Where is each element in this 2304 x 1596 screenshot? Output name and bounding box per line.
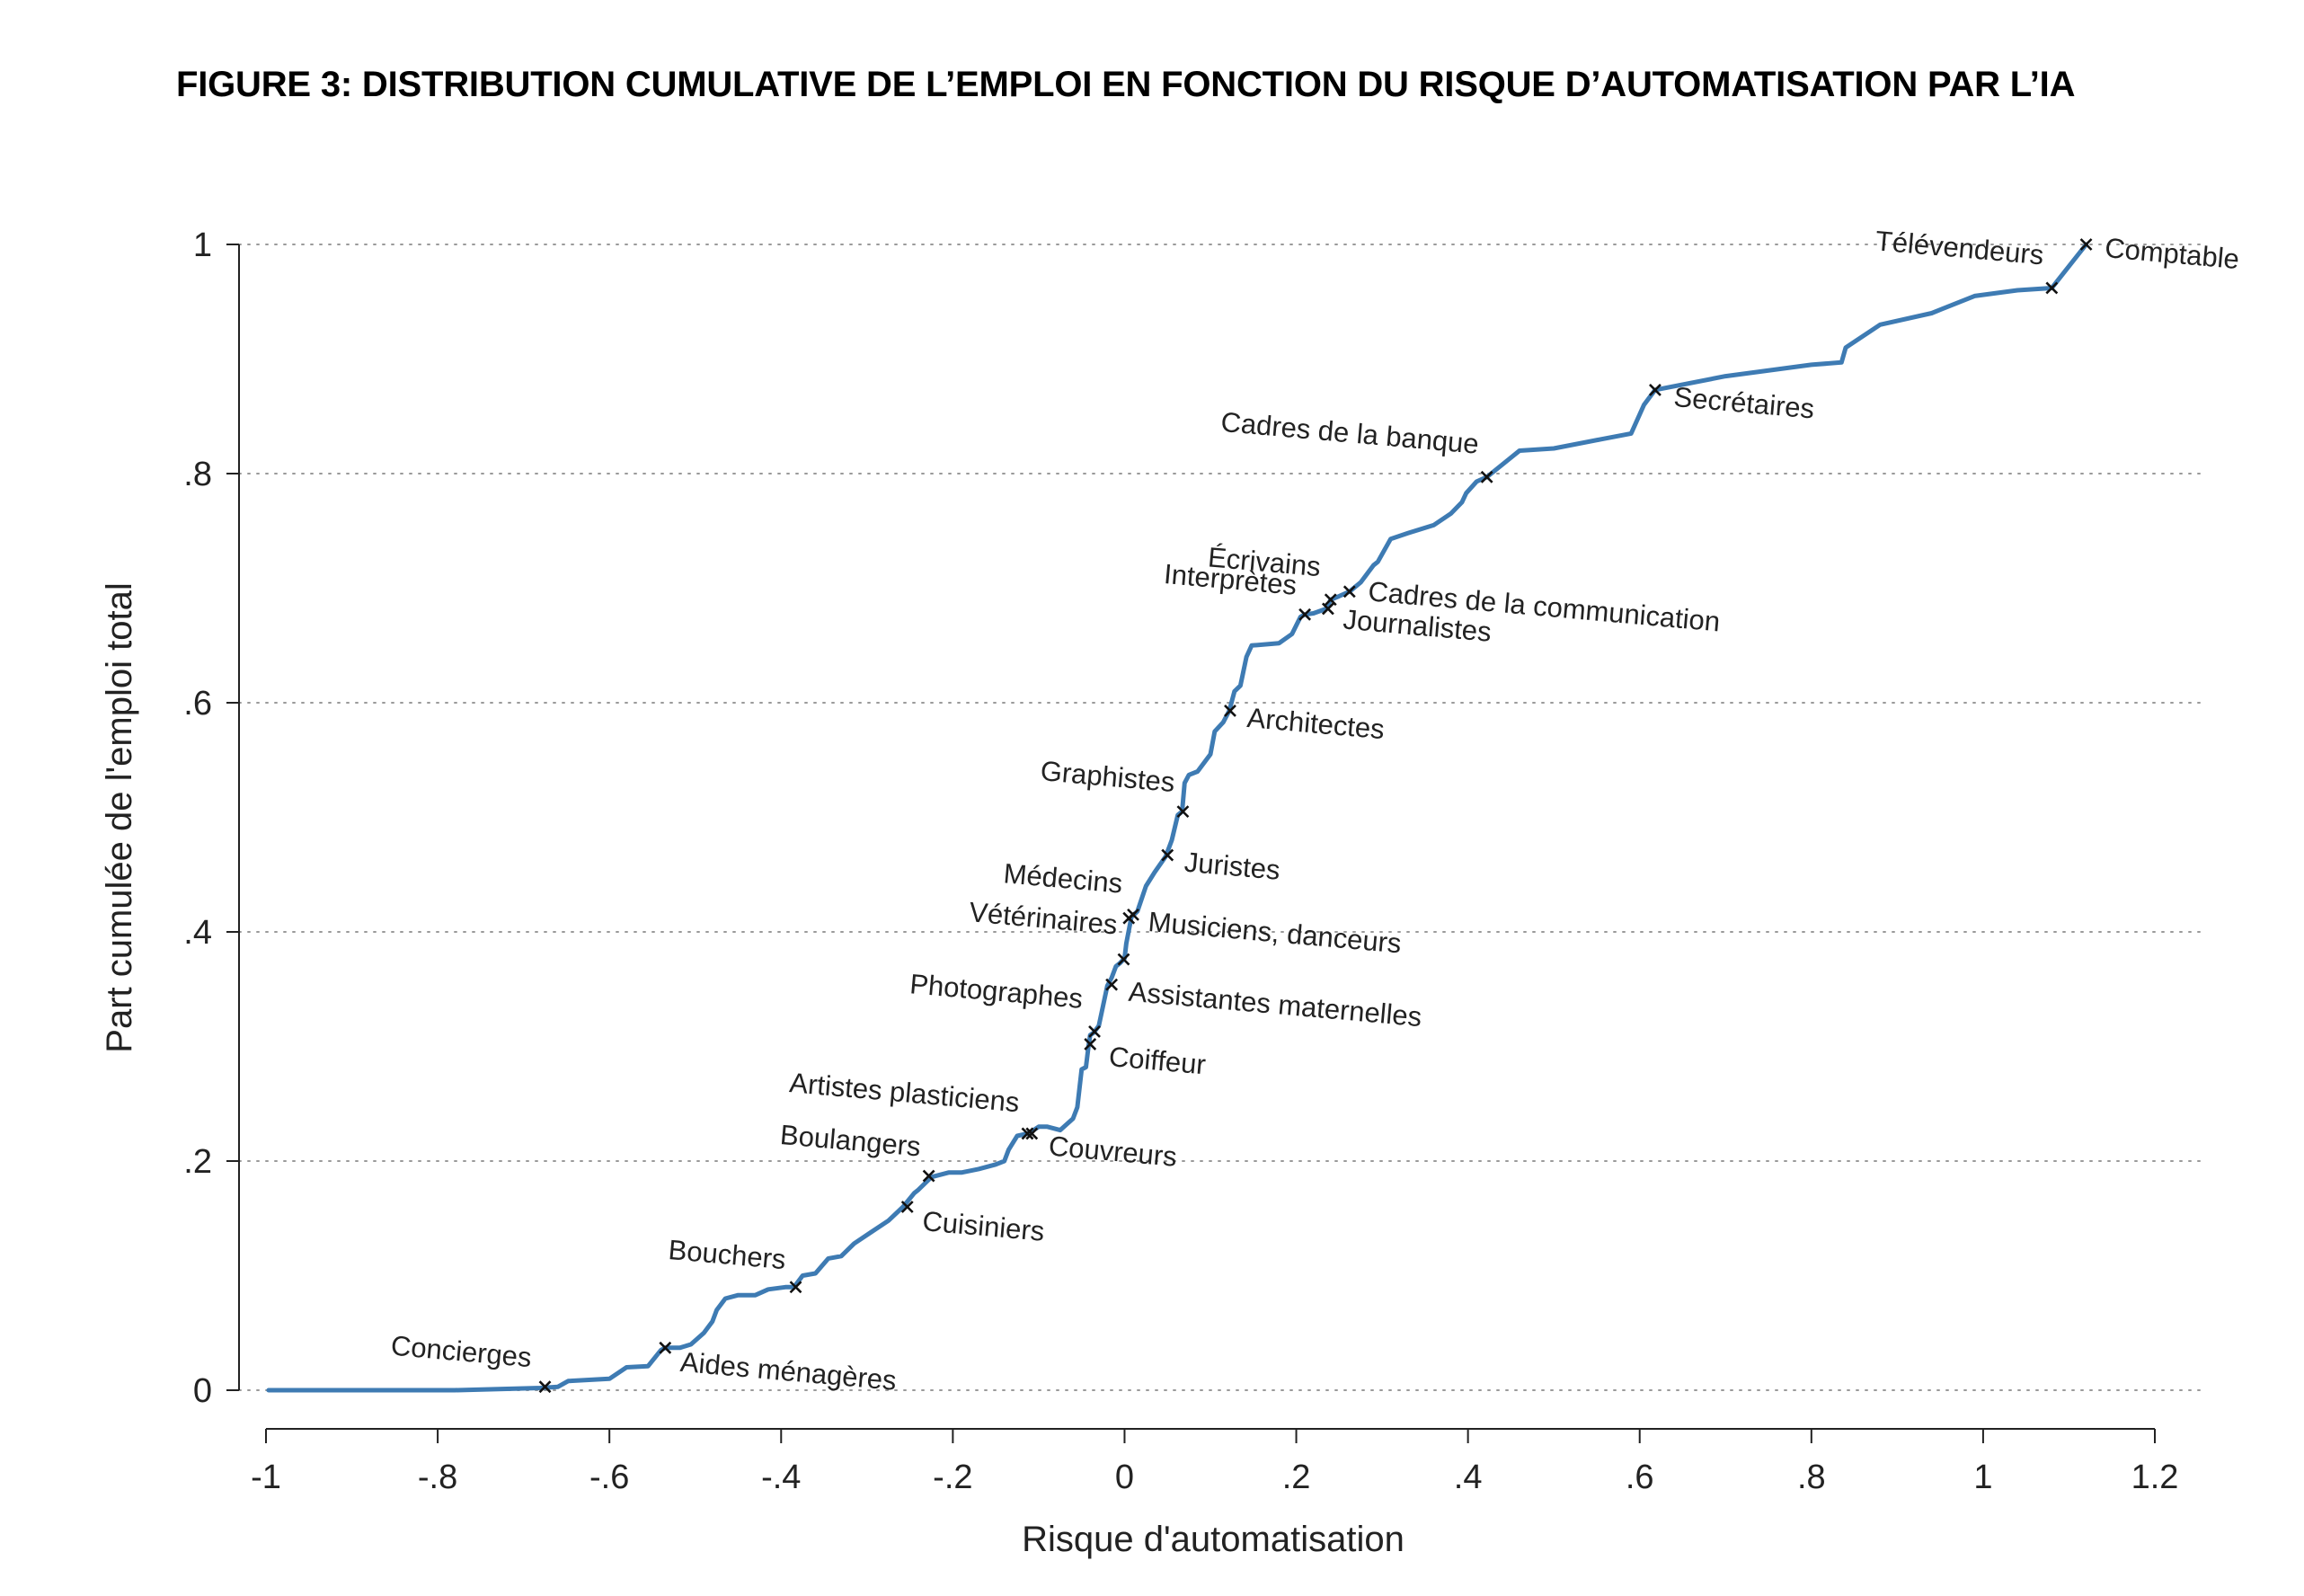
point-marker [1176,805,1190,819]
x-tick-label: .2 [1282,1459,1311,1496]
y-tick-label: 0 [193,1372,212,1410]
axes [238,244,2155,1430]
x-tick-label: .4 [1454,1459,1483,1496]
point-label: Cuisiniers [921,1205,1046,1247]
x-tick-label: -.8 [418,1459,457,1496]
x-tick-label: 1.2 [2131,1459,2179,1496]
y-tick-label: .2 [183,1143,212,1181]
chart-title: FIGURE 3: DISTRIBUTION CUMULATIVE DE L’E… [176,65,2076,104]
point-label: Télévendeurs [1874,225,2045,270]
point-marker [1324,593,1337,607]
point-marker [1122,911,1136,925]
point-marker [1480,470,1493,483]
annotation: Graphistes [1039,755,1190,819]
point-marker [1088,1025,1101,1038]
point-label: Photographes [908,968,1084,1015]
x-ticks: -1 -.8 -.6 -.4 -.2 0 .2 .4 .6 .8 1 1.2 [251,1429,2178,1496]
x-tick-label: 0 [1115,1459,1134,1496]
point-marker [2045,281,2059,295]
annotation: Aides ménagères [659,1341,898,1396]
point-marker [1649,384,1662,396]
x-tick-label: .8 [1797,1459,1826,1496]
x-axis-title: Risque d'automatisation [1022,1520,1405,1559]
x-tick-label: -.4 [761,1459,801,1496]
point-marker [1105,978,1119,991]
point-marker [2079,238,2093,251]
point-marker [659,1341,672,1354]
annotation: Concierges [390,1330,552,1394]
annotation: Cadres de la banque [1219,406,1493,483]
y-tick-label: 1 [193,226,212,264]
x-tick-label: -.6 [589,1459,629,1496]
x-tick-label: -.2 [933,1459,972,1496]
point-label: Musiciens, danceurs [1147,906,1403,959]
point-label: Juristes [1183,847,1281,886]
point-label: Graphistes [1039,755,1175,798]
point-label: Couvreurs [1048,1130,1179,1173]
point-label: Vétérinaires [968,896,1119,940]
point-label: Boulangers [779,1119,922,1163]
y-tick-label: .6 [183,685,212,723]
point-label: Bouchers [667,1234,787,1275]
x-tick-label: -1 [251,1459,281,1496]
point-label: Cadres de la banque [1219,406,1480,460]
point-marker [1343,585,1356,598]
point-marker [538,1380,552,1394]
annotation: Boulangers [779,1119,935,1183]
x-tick-label: 1 [1973,1459,1992,1496]
point-marker [922,1169,935,1183]
annotation: Cuisiniers [900,1201,1046,1247]
point-marker [900,1201,914,1213]
annotation: Architectes [1224,702,1386,745]
point-marker [1161,848,1174,862]
annotation: Coiffeur [1084,1038,1208,1080]
y-tick-label: .4 [183,914,212,952]
annotation: Vétérinaires [968,896,1130,966]
point-label: Artistes plasticiens [788,1067,1021,1118]
point-label: Comptable [2104,232,2240,275]
annotation: Musiciens, danceurs [1127,906,1403,959]
point-marker [789,1281,802,1294]
y-tick-label: .8 [183,456,212,493]
point-marker [1224,705,1236,717]
point-marker [1025,1127,1039,1140]
point-label: Concierges [390,1330,533,1374]
annotation: Assistantes maternelles [1105,976,1423,1033]
annotation: Télévendeurs [1874,225,2059,295]
y-ticks: 0 .2 .4 .6 .8 1 [183,226,239,1410]
point-label: Secrétaires [1672,381,1815,425]
annotation: Secrétaires [1649,381,1816,425]
annotation: Couvreurs [1025,1127,1179,1173]
point-marker [1298,607,1312,621]
point-marker [1021,1127,1034,1140]
y-axis-title: Part cumulée de l'emploi total [100,582,139,1052]
point-label: Architectes [1245,702,1386,745]
point-label: Médecins [1002,857,1123,899]
point-label: Coiffeur [1108,1041,1208,1080]
point-label: Assistantes maternelles [1128,976,1423,1033]
grid-lines [238,244,2202,1391]
point-marker [1321,602,1334,616]
annotation: Juristes [1161,847,1281,886]
annotation: Comptable [2079,232,2240,275]
annotation: Bouchers [667,1234,802,1294]
point-marker [1117,953,1130,966]
point-label: Aides ménagères [679,1346,898,1396]
annotation: Photographes [908,968,1101,1038]
x-tick-label: .6 [1626,1459,1654,1496]
point-marker [1084,1038,1097,1051]
annotations-group: Concierges Aides ménagères Bouchers Cuisini… [390,225,2241,1396]
